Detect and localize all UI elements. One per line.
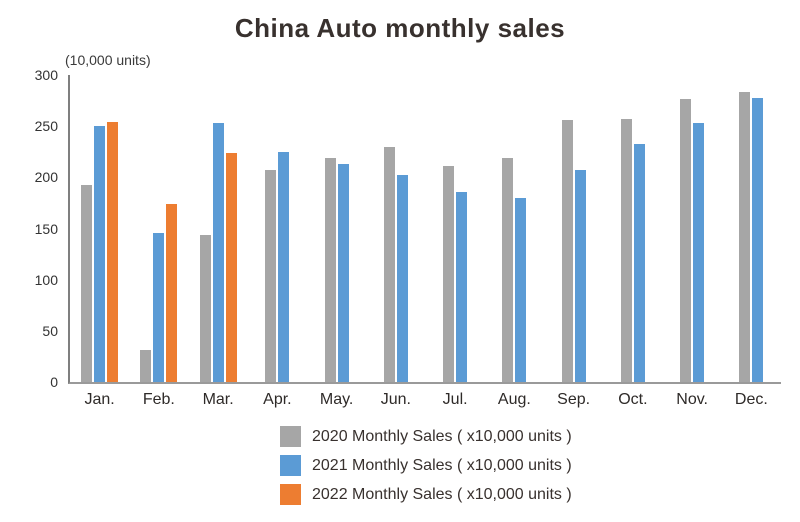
- legend-swatch-2021: [280, 455, 301, 476]
- x-axis-labels: Jan. Feb. Mar. Apr. May. Jun. Jul. Aug. Sep. Oct.…: [70, 391, 781, 409]
- bar-2020-mar: [199, 234, 211, 382]
- bar-2021-apr: [278, 151, 290, 382]
- legend: 2020 Monthly Sales ( x10,000 units ) 2021…: [280, 426, 572, 505]
- bar-group-mar: [189, 75, 248, 382]
- bar-2020-feb: [140, 350, 152, 382]
- y-axis-tick-labels: 0 50 100 150 200 250 300: [0, 68, 58, 389]
- x-axis-label-oct: Oct.: [618, 391, 648, 408]
- legend-label-2020: 2020 Monthly Sales ( x10,000 units ): [312, 428, 572, 445]
- bar-2022-mar: [225, 152, 237, 382]
- bar-2020-may: [324, 157, 336, 382]
- bar-group-jun: [366, 75, 425, 382]
- x-axis-label-jan: Jan.: [84, 391, 115, 408]
- legend-label-2022: 2022 Monthly Sales ( x10,000 units ): [312, 486, 572, 503]
- bar-group-dec: [722, 75, 781, 382]
- x-axis-label-feb: Feb.: [142, 391, 175, 408]
- y-tick-label-150: 150: [34, 220, 58, 237]
- bar-2020-jun: [383, 146, 395, 382]
- legend-label-2021: 2021 Monthly Sales ( x10,000 units ): [312, 457, 572, 474]
- bar-group-aug: [485, 75, 544, 382]
- x-axis-label-mar: Mar.: [202, 391, 234, 408]
- x-axis-label-jul: Jul.: [442, 391, 468, 408]
- chart-title: China Auto monthly sales: [234, 13, 566, 43]
- legend-item-2021: 2021 Monthly Sales ( x10,000 units ): [280, 455, 572, 476]
- bar-group-sep: [544, 75, 603, 382]
- bar-2020-nov: [680, 98, 692, 382]
- y-axis-units-label: (10,000 units): [65, 52, 151, 68]
- bar-2021-jun: [396, 175, 408, 382]
- legend-item-2020: 2020 Monthly Sales ( x10,000 units ): [280, 426, 572, 447]
- bar-2021-oct: [633, 143, 645, 382]
- bar-group-nov: [663, 75, 722, 382]
- bar-2021-aug: [515, 197, 527, 382]
- bar-2021-jul: [456, 191, 468, 382]
- bar-group-apr: [248, 75, 307, 382]
- bar-2020-dec: [739, 92, 751, 382]
- bar-group-feb: [129, 75, 188, 382]
- bar-2022-feb: [166, 203, 178, 382]
- y-tick-label-250: 250: [34, 118, 58, 135]
- x-axis-label-may: May.: [319, 391, 354, 408]
- bar-group-jan: [70, 75, 129, 382]
- bar-2021-sep: [574, 170, 586, 382]
- bar-2020-aug: [502, 157, 514, 382]
- legend-swatch-2020: [280, 426, 301, 447]
- x-axis-label-apr: Apr.: [263, 391, 292, 408]
- legend-item-2022: 2022 Monthly Sales ( x10,000 units ): [280, 484, 572, 505]
- bar-group-oct: [603, 75, 662, 382]
- y-tick-label-100: 100: [34, 271, 58, 288]
- x-axis-label-jun: Jun.: [380, 391, 411, 408]
- bar-2020-oct: [620, 119, 632, 382]
- bar-2021-nov: [693, 123, 705, 382]
- bar-2022-jan: [107, 122, 119, 382]
- bar-2021-jan: [94, 126, 106, 382]
- legend-swatch-2022: [280, 484, 301, 505]
- bar-2020-apr: [265, 170, 277, 382]
- bar-2021-feb: [153, 232, 165, 382]
- bar-2021-dec: [752, 97, 764, 382]
- bar-2020-jul: [443, 166, 455, 382]
- x-axis-label-nov: Nov.: [676, 391, 708, 408]
- bar-2021-mar: [212, 123, 224, 382]
- y-tick-label-0: 0: [50, 374, 58, 390]
- y-tick-label-50: 50: [42, 322, 58, 339]
- bar-group-may: [307, 75, 366, 382]
- x-axis-label-sep: Sep.: [557, 391, 591, 408]
- x-axis-label-dec: Dec.: [734, 391, 768, 408]
- bar-2020-jan: [81, 184, 93, 382]
- plot-area: [68, 75, 781, 384]
- x-axis-label-aug: Aug.: [497, 391, 531, 408]
- bar-2020-sep: [561, 120, 573, 382]
- bar-group-jul: [426, 75, 485, 382]
- y-tick-label-300: 300: [34, 67, 58, 83]
- bar-2021-may: [337, 164, 349, 382]
- y-tick-label-200: 200: [34, 169, 58, 186]
